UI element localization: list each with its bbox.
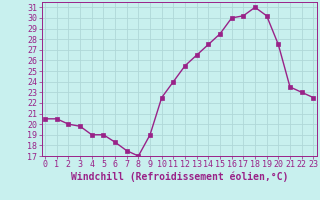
- X-axis label: Windchill (Refroidissement éolien,°C): Windchill (Refroidissement éolien,°C): [70, 172, 288, 182]
